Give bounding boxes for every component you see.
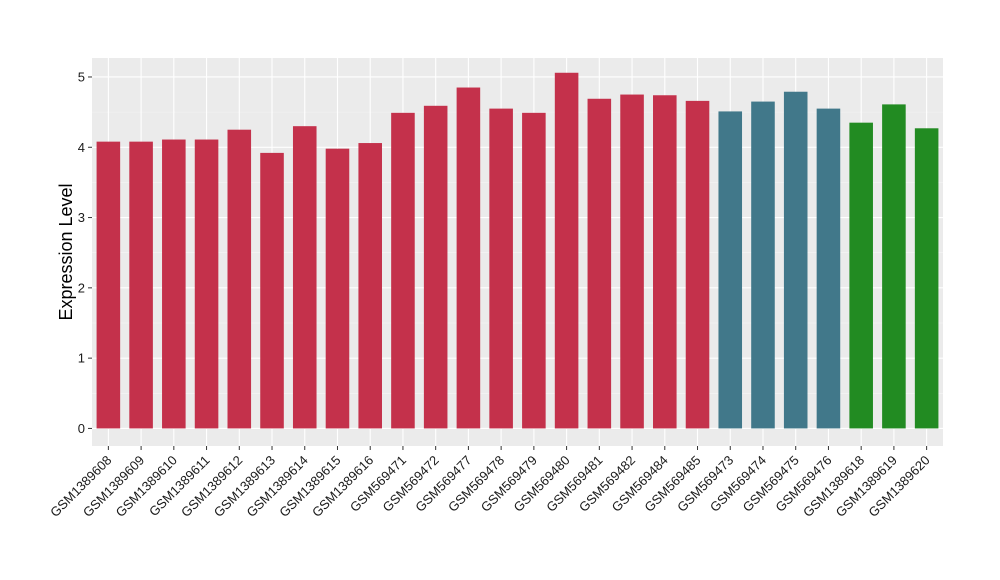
bar-GSM1389609: [129, 141, 153, 429]
bar-GSM1389616: [358, 143, 382, 429]
x-axis: GSM1389608GSM1389609GSM1389610GSM1389611…: [47, 446, 933, 520]
bar-GSM569473: [718, 111, 743, 429]
bar-GSM1389615: [325, 148, 350, 429]
bar-GSM1389613: [260, 152, 284, 429]
bar-GSM1389619: [882, 104, 906, 429]
y-tick-label: 0: [78, 421, 85, 436]
y-tick-label: 3: [78, 210, 85, 225]
bar-GSM569482: [620, 94, 644, 429]
bar-GSM569475: [783, 91, 808, 429]
y-tick-label: 5: [78, 69, 85, 84]
y-tick-label: 1: [78, 351, 85, 366]
bar-GSM1389614: [292, 126, 317, 429]
bar-GSM569481: [587, 98, 612, 429]
bar-GSM569480: [554, 72, 579, 429]
bar-GSM569485: [685, 100, 710, 429]
bar-GSM569471: [391, 112, 415, 429]
bar-GSM569479: [522, 112, 546, 429]
bar-GSM1389618: [849, 122, 873, 429]
bar-GSM1389610: [162, 139, 186, 429]
bars: [96, 72, 939, 429]
y-tick-label: 2: [78, 280, 85, 295]
y-axis-title: Expression Level: [56, 183, 76, 320]
bar-GSM1389608: [96, 141, 121, 429]
bar-GSM569472: [423, 105, 448, 429]
bar-GSM569476: [816, 108, 841, 429]
bar-GSM1389611: [194, 139, 219, 429]
bar-GSM1389620: [914, 128, 939, 429]
bar-GSM569477: [456, 87, 481, 429]
y-axis: 0 1 2 3 4 5: [78, 69, 92, 436]
y-tick-label: 4: [78, 140, 85, 155]
bar-GSM569478: [489, 108, 513, 429]
bar-GSM569474: [751, 101, 775, 429]
plot-panel: [92, 58, 943, 446]
bar-GSM1389612: [227, 129, 252, 429]
bar-GSM569484: [653, 95, 677, 429]
